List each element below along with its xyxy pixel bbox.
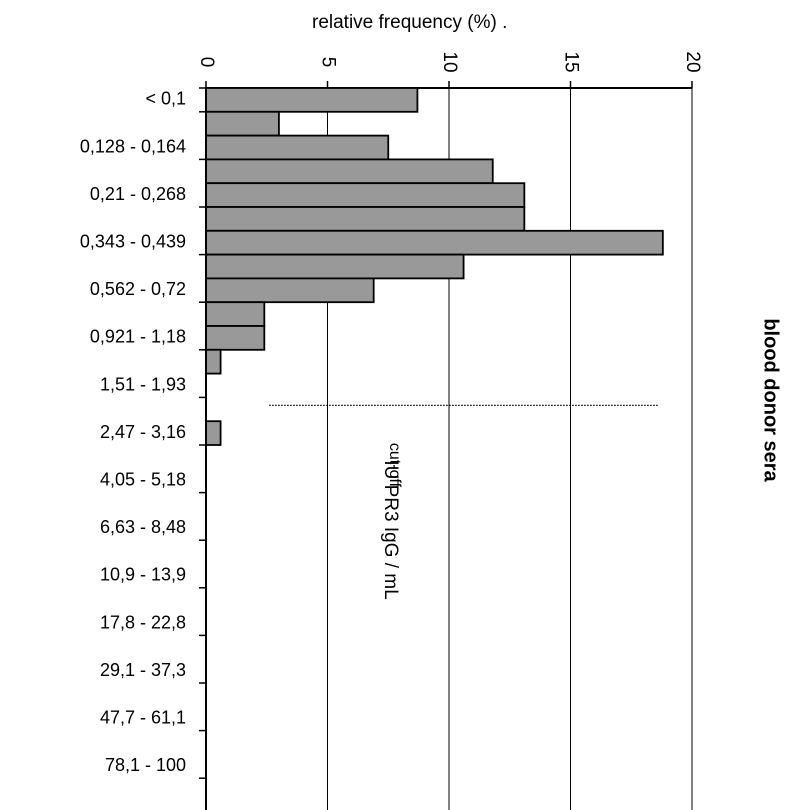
x-tick-label: 5 <box>317 57 338 68</box>
bar <box>205 420 222 446</box>
bar <box>205 325 266 351</box>
y-tick-label: 4,05 - 5,18 <box>100 469 186 489</box>
x-tick-label: 0 <box>196 57 217 68</box>
bar <box>205 110 280 137</box>
y-tick-label: 78,1 - 100 <box>105 755 186 775</box>
y-tick-label: 0,562 - 0,72 <box>90 279 186 299</box>
bar <box>205 206 526 232</box>
y-tick-label: 47,7 - 61,1 <box>100 707 186 727</box>
bar <box>205 134 390 161</box>
y-tick-label: 0,21 - 0,268 <box>90 184 186 204</box>
y-tick-label: 1,51 - 1,93 <box>100 374 186 394</box>
bar <box>205 277 375 304</box>
y-tick-label: 10,9 - 13,9 <box>100 565 186 585</box>
x-tick-label: 20 <box>682 51 703 72</box>
x-axis-label: relative frequency (%) . <box>312 12 508 33</box>
cut-off-label: cut-off <box>386 443 403 488</box>
x-tick-label: 15 <box>560 51 581 72</box>
bar <box>205 301 266 327</box>
y-tick-label: < 0,1 <box>145 89 186 109</box>
bar <box>205 182 526 208</box>
x-tick-label: 10 <box>439 51 460 72</box>
y-tick-label: 0,343 - 0,439 <box>80 231 186 251</box>
y-tick-label: 29,1 - 37,3 <box>100 660 186 680</box>
bar <box>205 348 222 375</box>
y-tick-label: 6,63 - 8,48 <box>100 517 186 537</box>
y-tick-label: 17,8 - 22,8 <box>100 612 186 632</box>
y-tick-label: 2,47 - 3,16 <box>100 422 186 442</box>
y-tick-label: 0,921 - 1,18 <box>90 327 186 347</box>
bar <box>205 87 419 113</box>
bar <box>205 253 465 280</box>
bar <box>205 158 494 185</box>
y-tick-label: 0,128 - 0,164 <box>80 136 186 156</box>
bar <box>205 229 664 256</box>
